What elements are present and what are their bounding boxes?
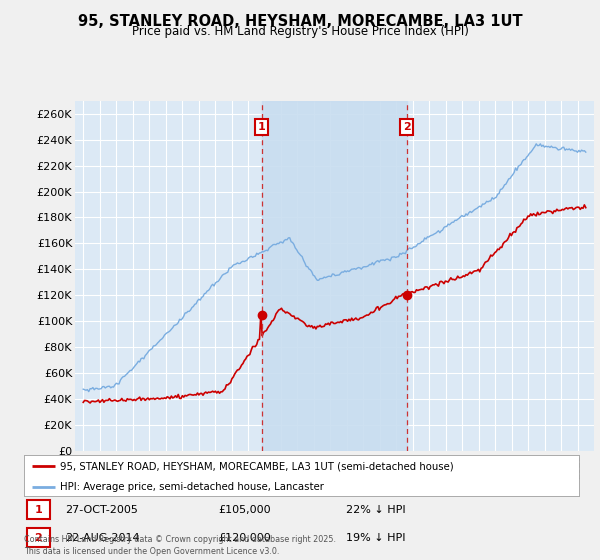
Text: 1: 1 (257, 122, 265, 132)
Text: 2: 2 (35, 533, 43, 543)
FancyBboxPatch shape (27, 500, 50, 519)
Text: Price paid vs. HM Land Registry's House Price Index (HPI): Price paid vs. HM Land Registry's House … (131, 25, 469, 38)
Bar (262, 101, 407, 451)
FancyBboxPatch shape (27, 528, 50, 547)
Text: 95, STANLEY ROAD, HEYSHAM, MORECAMBE, LA3 1UT (semi-detached house): 95, STANLEY ROAD, HEYSHAM, MORECAMBE, LA… (60, 461, 454, 471)
Text: 2: 2 (403, 122, 411, 132)
Text: HPI: Average price, semi-detached house, Lancaster: HPI: Average price, semi-detached house,… (60, 482, 324, 492)
Text: 19% ↓ HPI: 19% ↓ HPI (346, 533, 406, 543)
Text: 22-AUG-2014: 22-AUG-2014 (65, 533, 140, 543)
Text: 1: 1 (35, 505, 43, 515)
Text: 27-OCT-2005: 27-OCT-2005 (65, 505, 139, 515)
Text: 22% ↓ HPI: 22% ↓ HPI (346, 505, 406, 515)
Text: £120,000: £120,000 (218, 533, 271, 543)
Text: 95, STANLEY ROAD, HEYSHAM, MORECAMBE, LA3 1UT: 95, STANLEY ROAD, HEYSHAM, MORECAMBE, LA… (77, 14, 523, 29)
Text: Contains HM Land Registry data © Crown copyright and database right 2025.
This d: Contains HM Land Registry data © Crown c… (24, 535, 336, 556)
Text: £105,000: £105,000 (218, 505, 271, 515)
